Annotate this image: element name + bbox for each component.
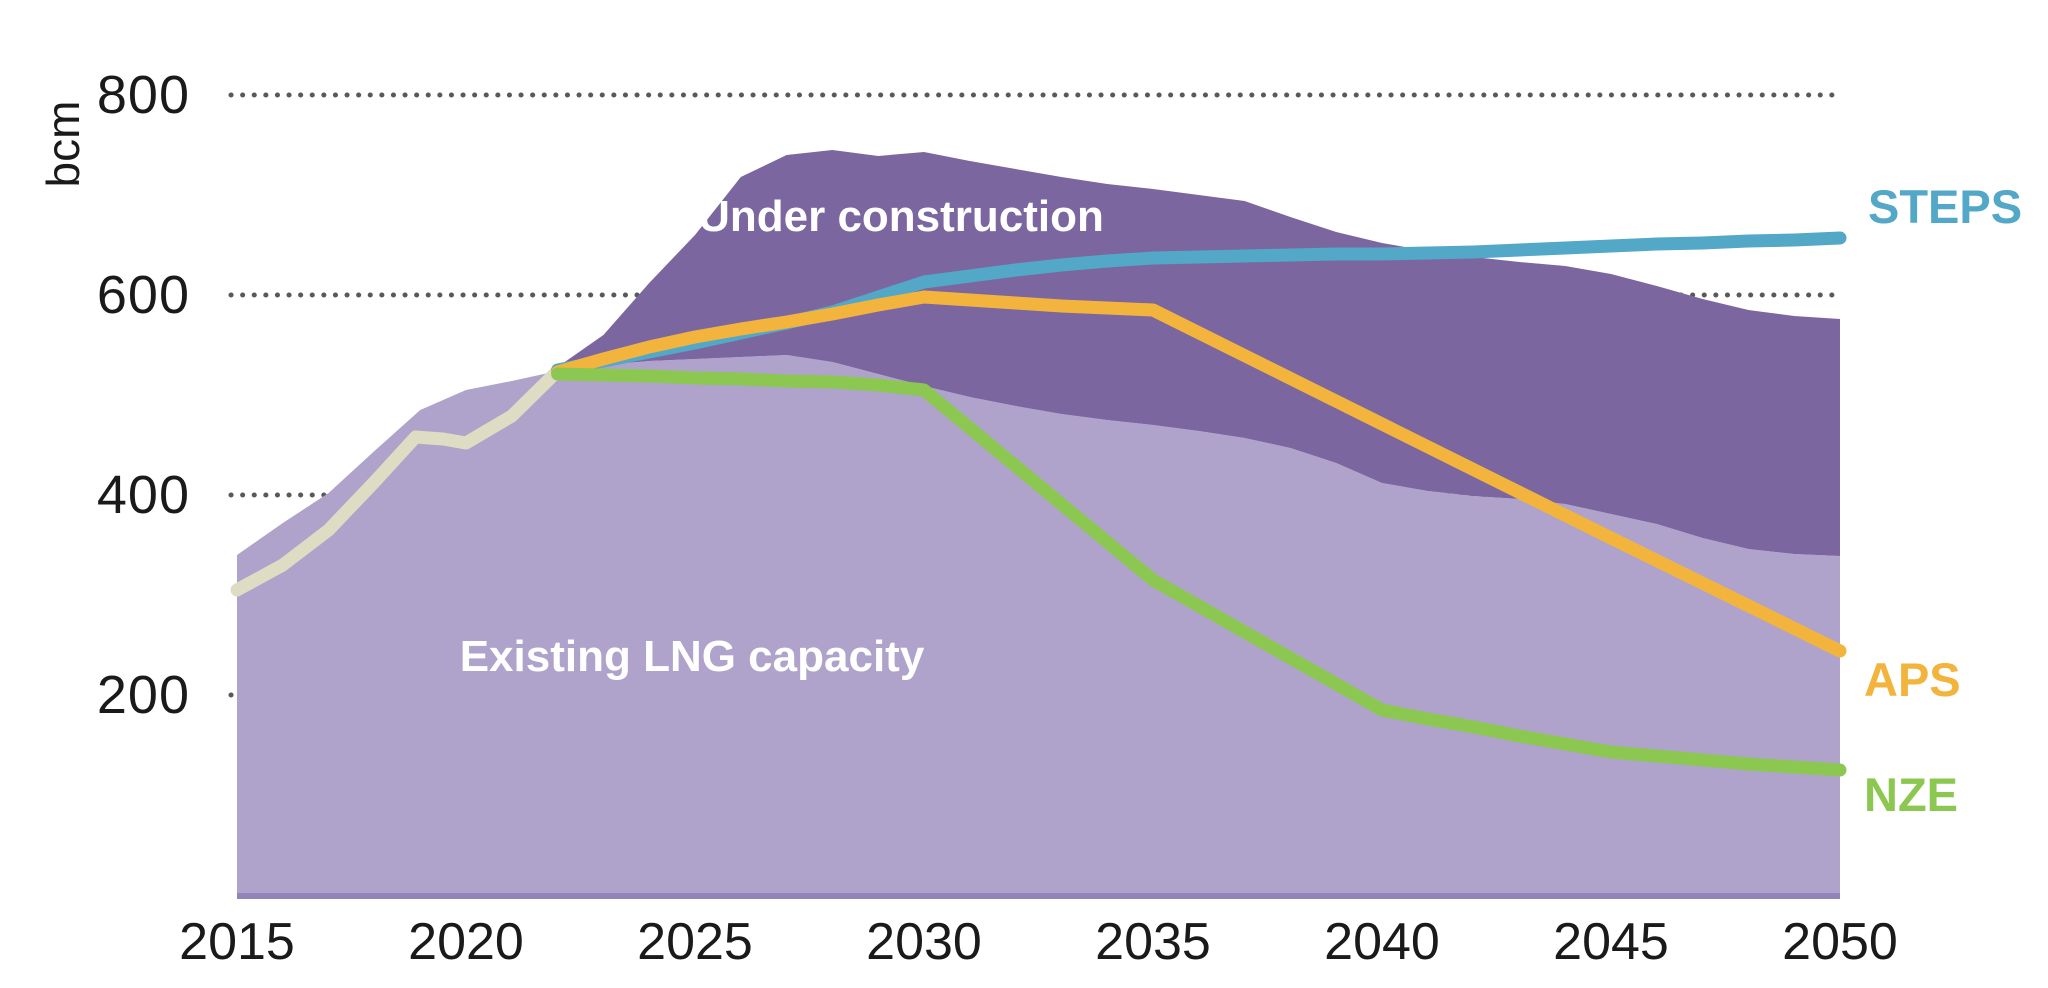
x-tick-label-2040: 2040: [1324, 913, 1440, 971]
x-tick-label-2025: 2025: [637, 913, 753, 971]
area-existing-lng-capacity: [237, 355, 1840, 897]
area-label-under-construction: Under construction: [698, 192, 1104, 241]
x-tick-label-2035: 2035: [1095, 913, 1211, 971]
line-historical: [230, 364, 565, 597]
y-axis-unit-label: bcm: [37, 100, 89, 188]
y-tick-label-600: 600: [96, 265, 190, 325]
line-NZE: [551, 367, 1847, 777]
line-APS: [551, 290, 1847, 658]
x-tick-label-2030: 2030: [866, 913, 982, 971]
area-label-existing-lng-capacity: Existing LNG capacity: [459, 632, 925, 681]
x-tick-label-2020: 2020: [408, 913, 524, 971]
area-under-construction: [557, 150, 1840, 556]
y-tick-label-200: 200: [96, 665, 190, 725]
line-label-aps: APS: [1864, 653, 1961, 706]
x-tick-label-2050: 2050: [1782, 913, 1898, 971]
x-tick-label-2015: 2015: [179, 913, 295, 971]
line-label-nze: NZE: [1864, 768, 1958, 821]
y-tick-label-400: 400: [96, 465, 190, 525]
y-tick-label-800: 800: [96, 65, 190, 125]
line-label-steps: STEPS: [1868, 180, 2023, 233]
x-tick-label-2045: 2045: [1553, 913, 1669, 971]
